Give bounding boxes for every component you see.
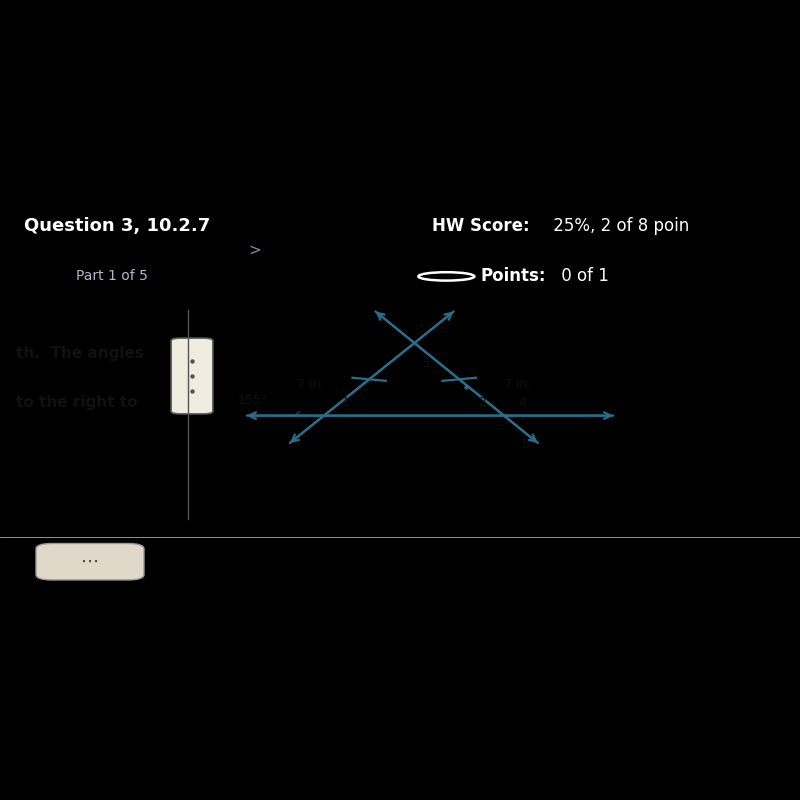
Text: Part 1 of 5: Part 1 of 5 [76,270,148,283]
Text: HW Score:: HW Score: [432,217,530,235]
Text: 7 in.: 7 in. [297,378,324,391]
FancyBboxPatch shape [36,543,144,580]
FancyBboxPatch shape [171,338,213,414]
Text: 1: 1 [342,396,350,409]
Text: to the right to: to the right to [16,395,138,410]
Text: 0 of 1: 0 of 1 [556,267,609,286]
Text: 7 in.: 7 in. [504,378,531,391]
Text: 25%, 2 of 8 poin: 25%, 2 of 8 poin [548,217,690,235]
Text: Question 3, 10.2.7: Question 3, 10.2.7 [24,217,210,235]
Text: 155°: 155° [238,394,268,406]
Text: th.  The angles: th. The angles [16,346,144,362]
Text: ⋯: ⋯ [81,553,99,571]
Text: 3: 3 [421,358,429,370]
Text: >: > [248,242,261,258]
Text: Points:: Points: [480,267,546,286]
Text: 2: 2 [478,396,486,409]
Text: 5: 5 [522,438,530,450]
Text: 4: 4 [518,396,526,409]
